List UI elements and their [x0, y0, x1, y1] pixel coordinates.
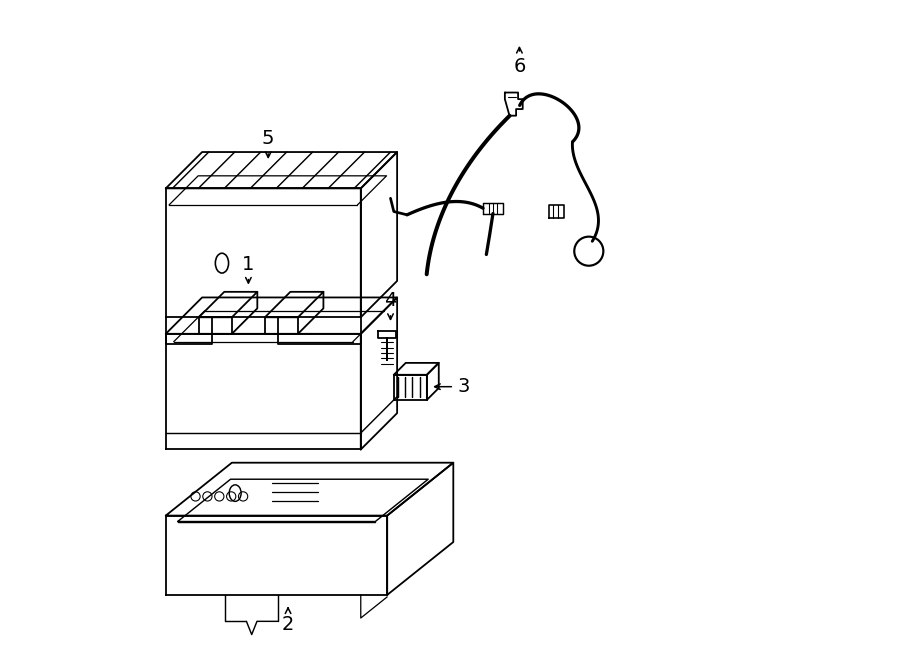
Text: 5: 5 — [262, 130, 274, 157]
Text: 3: 3 — [435, 377, 470, 396]
Text: 1: 1 — [242, 255, 255, 283]
Text: 2: 2 — [282, 608, 294, 634]
Text: 6: 6 — [513, 48, 526, 75]
Text: 4: 4 — [384, 292, 397, 319]
